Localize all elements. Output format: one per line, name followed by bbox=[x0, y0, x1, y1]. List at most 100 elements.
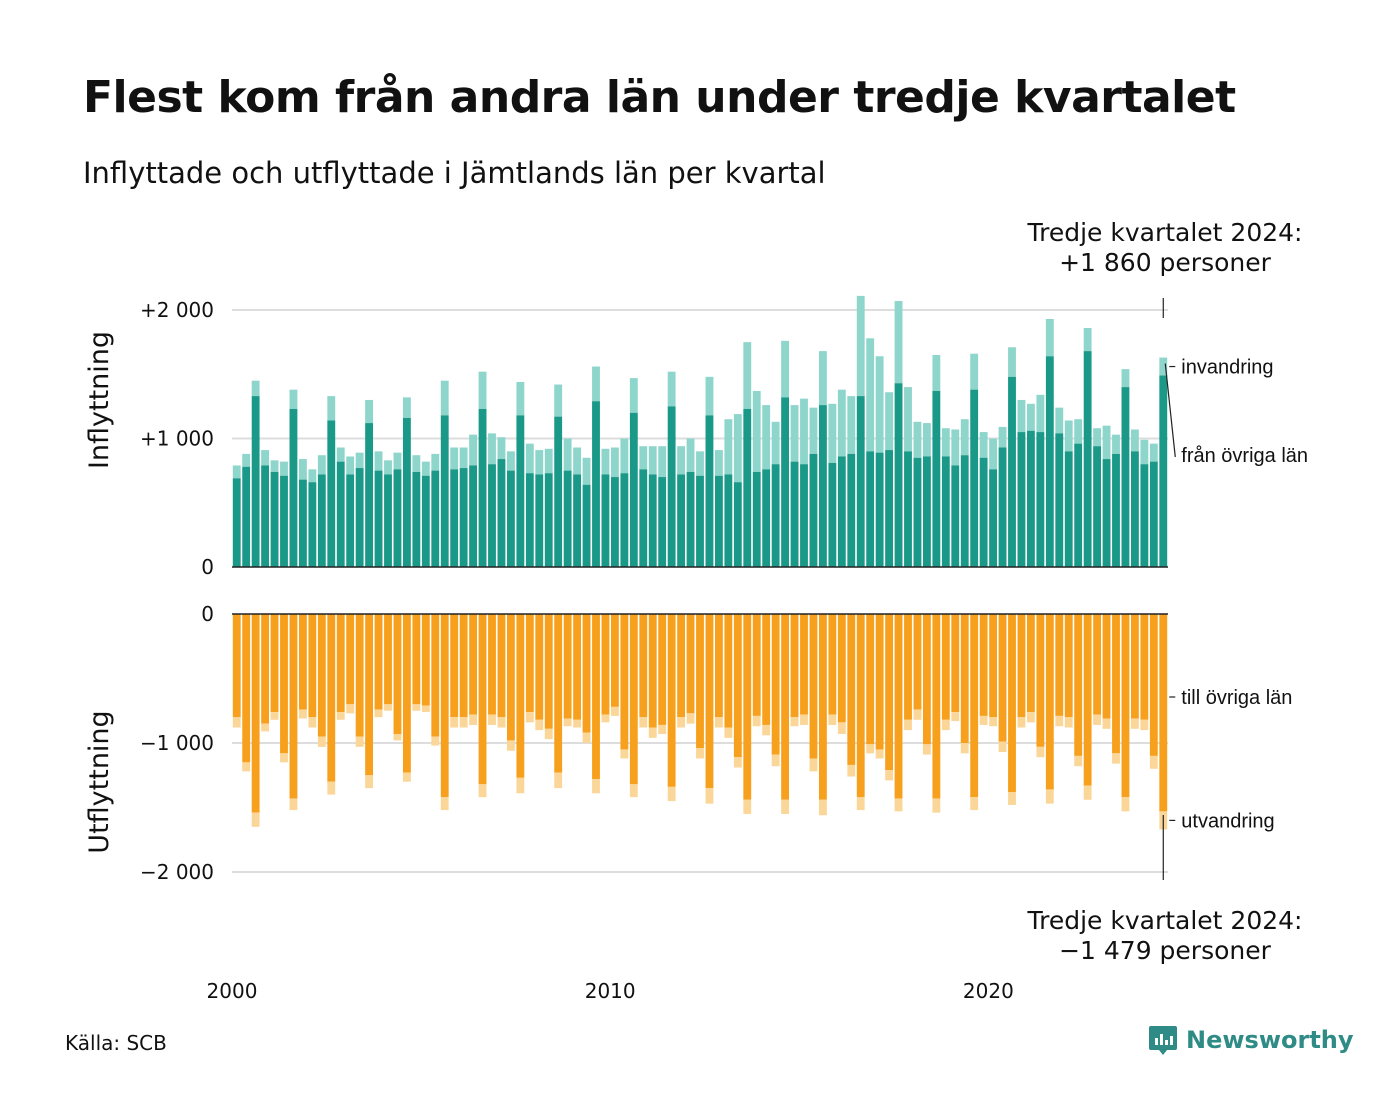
bar-inflow-ovriga-lan bbox=[818, 405, 827, 567]
bar-outflow-utvandring bbox=[374, 709, 383, 718]
bar-outflow-ovriga-lan bbox=[525, 614, 534, 713]
bar-inflow-ovriga-lan bbox=[639, 469, 648, 567]
bar-inflow-ovriga-lan bbox=[251, 396, 260, 567]
bar-inflow-ovriga-lan bbox=[469, 465, 478, 567]
bar-outflow-utvandring bbox=[1064, 717, 1073, 728]
bar-outflow-ovriga-lan bbox=[573, 614, 582, 720]
bar-inflow-ovriga-lan bbox=[421, 475, 430, 567]
bar-inflow-ovriga-lan bbox=[592, 401, 600, 567]
bar-outflow-utvandring bbox=[686, 713, 695, 724]
bar-outflow-ovriga-lan bbox=[790, 614, 799, 718]
bar-outflow-ovriga-lan bbox=[856, 614, 865, 798]
bar-inflow-invandring bbox=[1064, 420, 1073, 452]
bar-outflow-ovriga-lan bbox=[1074, 614, 1083, 756]
brand-logo[interactable]: Newsworthy bbox=[1148, 1024, 1354, 1056]
bar-outflow-utvandring bbox=[563, 718, 572, 727]
bar-inflow-ovriga-lan bbox=[232, 478, 241, 567]
bar-inflow-ovriga-lan bbox=[781, 397, 790, 567]
bar-inflow-invandring bbox=[280, 461, 288, 476]
bar-inflow-ovriga-lan bbox=[724, 474, 733, 567]
bar-outflow-utvandring bbox=[667, 786, 676, 802]
bar-inflow-invandring bbox=[620, 438, 629, 474]
bar-outflow-ovriga-lan bbox=[1130, 614, 1139, 719]
bar-outflow-ovriga-lan bbox=[478, 614, 487, 785]
bar-inflow-invandring bbox=[440, 380, 449, 416]
bar-outflow-ovriga-lan bbox=[951, 614, 960, 713]
y-axis-title-inflow: Inflyttning bbox=[84, 331, 115, 469]
bar-inflow-invandring bbox=[336, 447, 345, 462]
bar-outflow-utvandring bbox=[724, 727, 733, 738]
bar-outflow-ovriga-lan bbox=[336, 614, 345, 713]
callout-inflow-q3-2024: Tredje kvartalet 2024: +1 860 personer bbox=[995, 218, 1335, 278]
bar-inflow-ovriga-lan bbox=[970, 389, 979, 567]
bar-outflow-ovriga-lan bbox=[497, 614, 506, 718]
brand-name: Newsworthy bbox=[1186, 1026, 1354, 1054]
bar-outflow-utvandring bbox=[696, 748, 704, 759]
bar-inflow-ovriga-lan bbox=[402, 417, 411, 567]
bar-inflow-ovriga-lan bbox=[752, 471, 761, 567]
bar-inflow-ovriga-lan bbox=[440, 415, 449, 567]
y-tick-label-inflow: +1 000 bbox=[140, 427, 214, 451]
bar-outflow-ovriga-lan bbox=[431, 614, 440, 737]
bar-outflow-utvandring bbox=[828, 714, 837, 725]
bar-outflow-utvandring bbox=[951, 712, 960, 722]
bar-inflow-ovriga-lan bbox=[828, 462, 837, 567]
bar-inflow-invandring bbox=[1140, 439, 1149, 465]
bar-outflow-utvandring bbox=[941, 719, 950, 731]
bar-inflow-invandring bbox=[374, 451, 383, 471]
bar-inflow-ovriga-lan bbox=[979, 457, 988, 567]
bar-inflow-ovriga-lan bbox=[667, 406, 676, 567]
bar-outflow-ovriga-lan bbox=[837, 614, 846, 723]
bar-inflow-invandring bbox=[800, 398, 808, 465]
bar-inflow-invandring bbox=[421, 461, 430, 476]
bar-outflow-utvandring bbox=[1055, 715, 1064, 727]
bar-inflow-invandring bbox=[1093, 428, 1102, 447]
bar-inflow-ovriga-lan bbox=[374, 470, 383, 567]
bar-outflow-utvandring bbox=[516, 777, 525, 794]
bar-outflow-utvandring bbox=[582, 732, 591, 743]
bar-inflow-invandring bbox=[828, 403, 837, 463]
bar-outflow-ovriga-lan bbox=[327, 614, 336, 782]
bar-outflow-ovriga-lan bbox=[308, 614, 317, 718]
bar-outflow-ovriga-lan bbox=[582, 614, 591, 733]
bar-outflow-ovriga-lan bbox=[317, 614, 326, 737]
bar-inflow-ovriga-lan bbox=[544, 473, 553, 567]
bar-inflow-invandring bbox=[270, 460, 279, 472]
bar-outflow-utvandring bbox=[1130, 718, 1139, 729]
bar-outflow-ovriga-lan bbox=[1064, 614, 1073, 718]
bar-outflow-ovriga-lan bbox=[601, 614, 610, 715]
bar-outflow-utvandring bbox=[554, 772, 563, 789]
callout-inflow-line2: +1 860 personer bbox=[1059, 248, 1271, 277]
bar-outflow-ovriga-lan bbox=[1159, 614, 1168, 812]
bar-inflow-ovriga-lan bbox=[790, 461, 799, 567]
bar-outflow-utvandring bbox=[781, 799, 790, 814]
bar-outflow-ovriga-lan bbox=[818, 614, 827, 800]
bar-inflow-invandring bbox=[904, 387, 912, 452]
bar-outflow-utvandring bbox=[1140, 719, 1149, 731]
bar-outflow-ovriga-lan bbox=[1112, 614, 1120, 754]
bar-inflow-ovriga-lan bbox=[1149, 461, 1158, 567]
bar-inflow-ovriga-lan bbox=[714, 475, 723, 567]
bar-outflow-utvandring bbox=[658, 724, 667, 734]
bar-outflow-utvandring bbox=[998, 741, 1007, 753]
bar-outflow-utvandring bbox=[960, 743, 969, 754]
bar-outflow-utvandring bbox=[875, 749, 884, 759]
bar-outflow-utvandring bbox=[346, 704, 355, 714]
bar-inflow-ovriga-lan bbox=[629, 412, 638, 567]
bar-outflow-utvandring bbox=[327, 781, 336, 795]
bar-inflow-invandring bbox=[1017, 399, 1026, 433]
callout-outflow-q3-2024: Tredje kvartalet 2024: −1 479 personer bbox=[995, 906, 1335, 966]
bar-inflow-invandring bbox=[289, 389, 298, 409]
bar-outflow-ovriga-lan bbox=[421, 614, 430, 706]
bar-outflow-ovriga-lan bbox=[629, 614, 638, 785]
bar-outflow-ovriga-lan bbox=[752, 614, 761, 716]
bar-inflow-ovriga-lan bbox=[1008, 376, 1016, 567]
bar-inflow-invandring bbox=[261, 450, 270, 466]
bar-outflow-utvandring bbox=[601, 714, 610, 723]
bar-outflow-utvandring bbox=[752, 715, 761, 727]
bar-inflow-ovriga-lan bbox=[951, 465, 960, 567]
bar-outflow-utvandring bbox=[847, 764, 856, 777]
bar-outflow-ovriga-lan bbox=[781, 614, 790, 800]
bar-inflow-invandring bbox=[582, 457, 591, 485]
bar-inflow-invandring bbox=[752, 390, 761, 472]
